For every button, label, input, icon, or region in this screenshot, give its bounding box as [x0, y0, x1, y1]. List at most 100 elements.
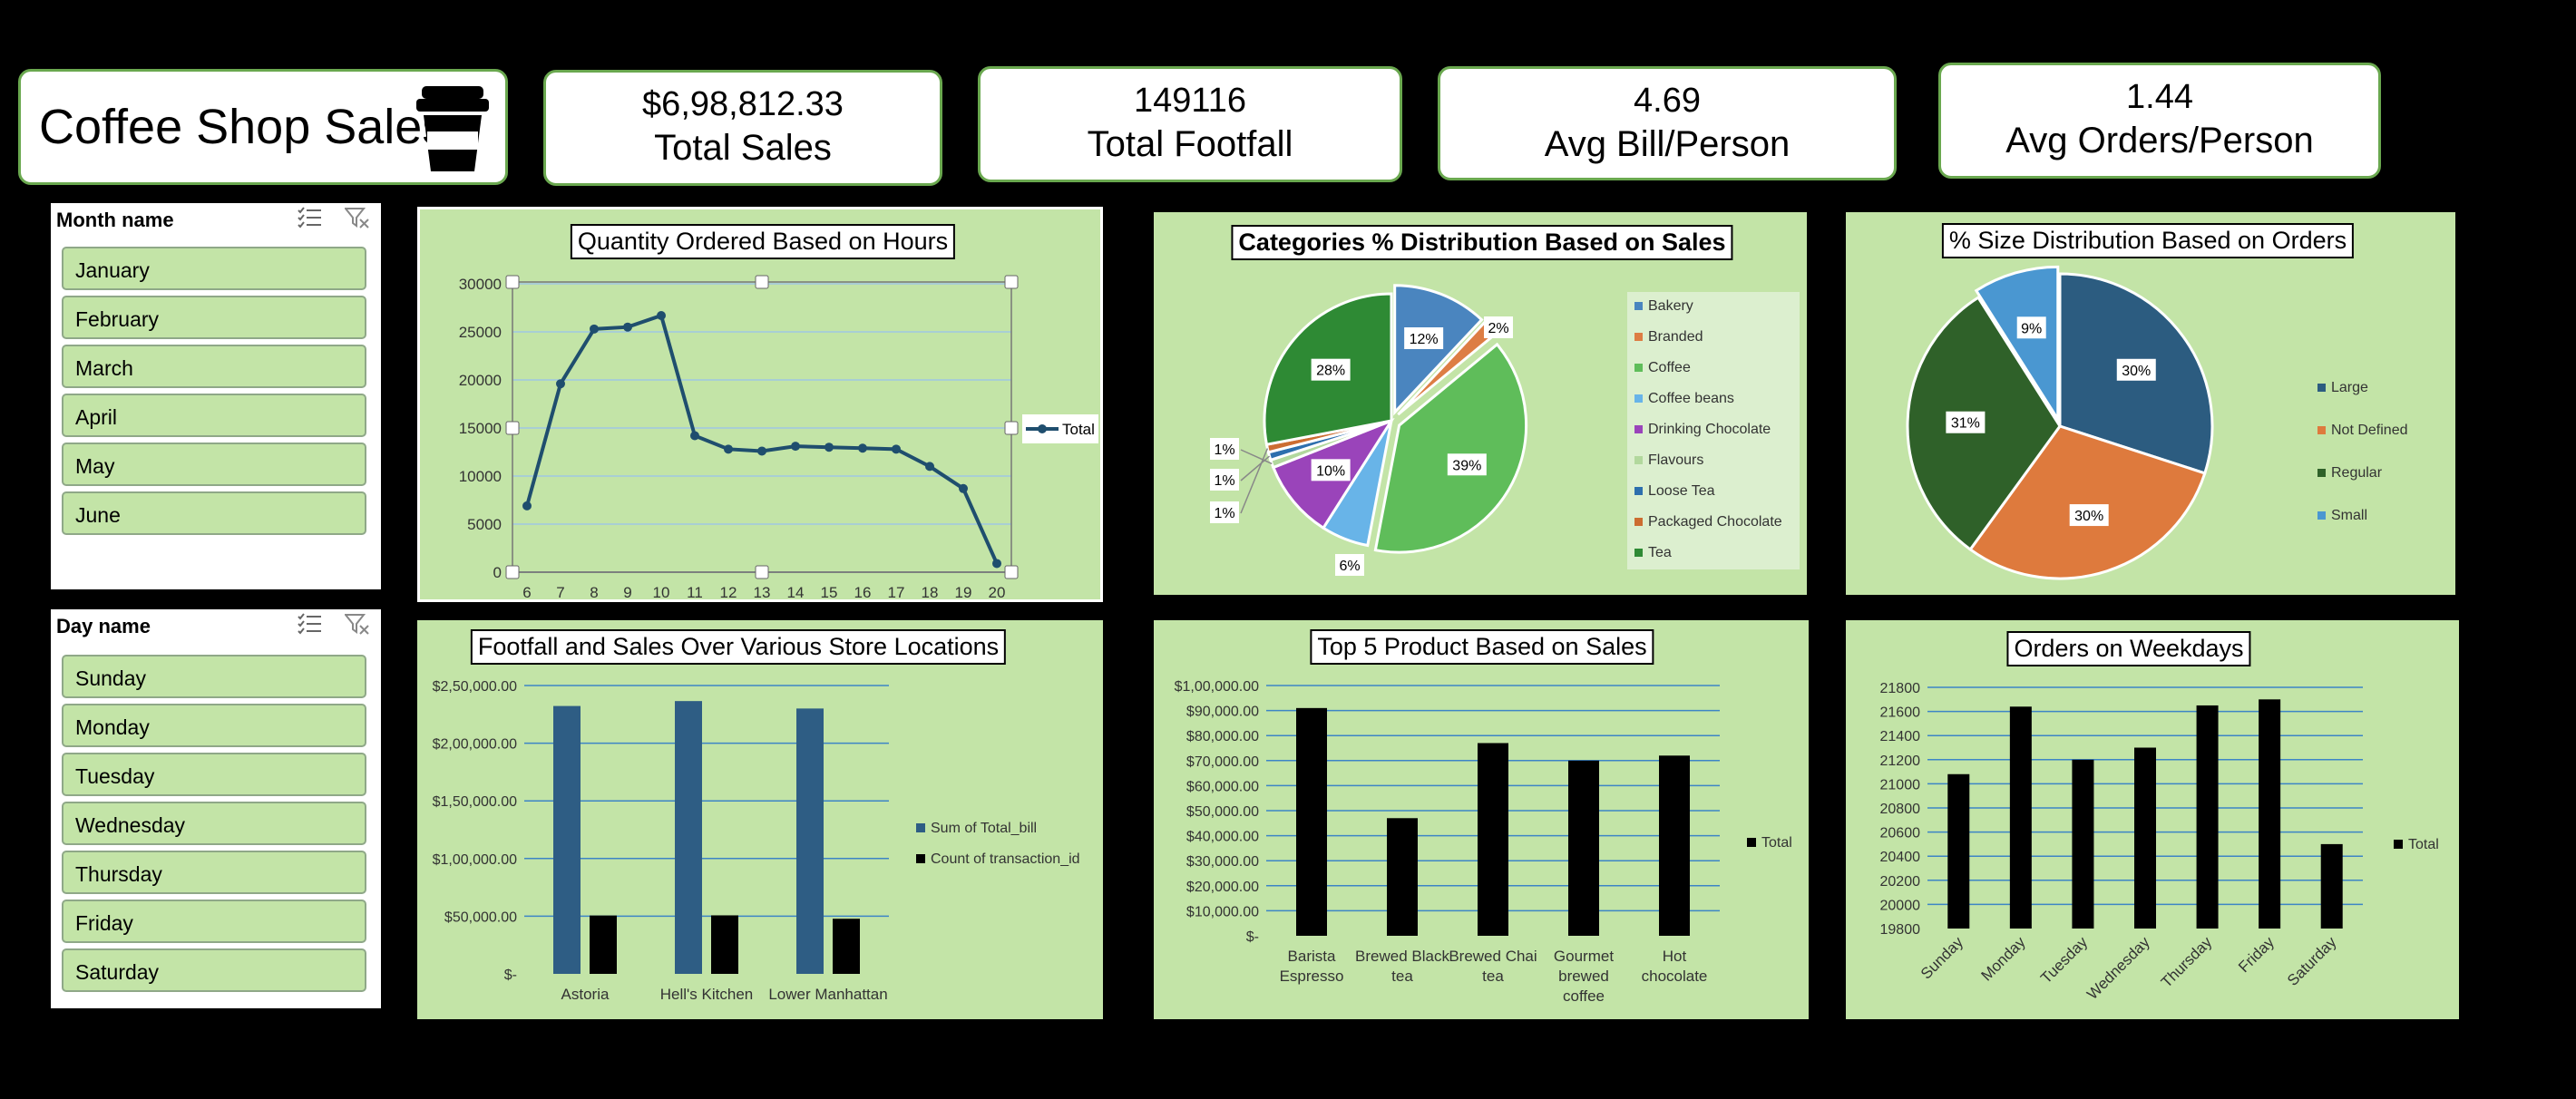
slicer-item-january[interactable]: January — [62, 247, 366, 290]
resize-handle — [1004, 421, 1019, 435]
weekdays-bar-chart: 19800 20000 20200 20400 20600 20800 21000 21200… — [1880, 681, 2439, 1003]
x-tick-label: Espresso — [1280, 968, 1344, 985]
legend-label: Total — [1062, 421, 1095, 438]
x-tick-label: Lower Manhattan — [768, 986, 887, 1003]
data-label-box — [2069, 504, 2109, 527]
kpi-total-sales: $6,98,812.33 Total Sales — [543, 70, 942, 186]
legend-swatch — [2317, 511, 2326, 520]
x-tick-label: 19 — [955, 584, 972, 601]
y-tick-label: $2,00,000.00 — [433, 737, 518, 753]
data-label-box — [1946, 411, 1986, 433]
chart-title: Footfall and Sales Over Various Store Lo… — [470, 629, 1007, 665]
x-tick-label: Friday — [2235, 933, 2278, 976]
legend-swatch — [1634, 456, 1643, 464]
slicer-item-june[interactable]: June — [62, 491, 366, 535]
data-point — [757, 446, 766, 456]
clear-filter-icon[interactable] — [345, 207, 370, 229]
slicer-item-march[interactable]: March — [62, 345, 366, 388]
data-label: 31% — [1951, 416, 1980, 432]
slicer-item-wednesday[interactable]: Wednesday — [62, 802, 366, 845]
data-label: 9% — [2021, 321, 2042, 336]
data-label-box — [1311, 358, 1351, 381]
slicer-item-tuesday[interactable]: Tuesday — [62, 753, 366, 796]
slicer-item-thursday[interactable]: Thursday — [62, 851, 366, 894]
slicer-item-may[interactable]: May — [62, 443, 366, 486]
legend-swatch — [1634, 518, 1643, 526]
bar-total — [2009, 706, 2032, 929]
data-label-box — [1335, 554, 1364, 576]
slicer-item-saturday[interactable]: Saturday — [62, 948, 366, 992]
y-tick-label: 0 — [493, 564, 502, 581]
bar-sales — [553, 705, 581, 974]
data-point — [522, 501, 532, 511]
kpi-value: $6,98,812.33 — [642, 85, 844, 123]
kpi-label: Avg Bill/Person — [1544, 124, 1791, 164]
slicer-item-sunday[interactable]: Sunday — [62, 655, 366, 698]
legend-swatch — [916, 823, 925, 832]
bar-sales — [675, 701, 702, 974]
chart-sizes-panel[interactable]: % Size Distribution Based on Orders 30% 3… — [1846, 212, 2455, 595]
x-tick-label: 8 — [590, 584, 598, 601]
x-tick-label: Monday — [1977, 933, 2029, 985]
bar-total — [1947, 773, 1970, 929]
x-tick-label: tea — [1391, 968, 1413, 985]
data-label: 30% — [2122, 364, 2151, 379]
data-point — [590, 324, 599, 334]
leader-line — [1240, 448, 1269, 514]
resize-handle — [1004, 565, 1019, 579]
chart-title: % Size Distribution Based on Orders — [1941, 223, 2355, 258]
data-point — [791, 442, 800, 452]
x-tick-label: 17 — [888, 584, 905, 601]
y-tick-label: 21200 — [1880, 754, 1921, 769]
slicer-item-april[interactable]: April — [62, 394, 366, 437]
x-tick-label: Brewed Chai — [1449, 948, 1537, 965]
day-slicer: Day name Sunday Monday Tuesday Wednesday… — [51, 609, 381, 1008]
legend-label: Coffee — [1648, 360, 1691, 375]
data-point — [892, 444, 901, 454]
legend-label: Large — [2331, 380, 2368, 395]
x-tick-label: 9 — [623, 584, 631, 601]
multi-select-icon[interactable] — [298, 207, 323, 229]
y-tick-label: 21800 — [1880, 681, 1921, 696]
legend-marker — [1038, 424, 1047, 433]
categories-pie-chart: 12% 2% 39% 6% 10% 1% 1% 1% 28% Bakery Branded Coffe… — [1210, 284, 1800, 576]
data-label: 12% — [1410, 332, 1439, 347]
pie-slice-small — [1974, 265, 2060, 424]
data-label: 1% — [1214, 473, 1234, 489]
chart-locations-panel[interactable]: Footfall and Sales Over Various Store Lo… — [417, 620, 1103, 1019]
data-point — [825, 443, 834, 452]
legend-swatch — [2317, 469, 2326, 477]
slicer-item-friday[interactable]: Friday — [62, 900, 366, 943]
chart-title: Top 5 Product Based on Sales — [1310, 629, 1654, 665]
y-tick-label: 21000 — [1880, 777, 1921, 793]
products-bar-chart: $- $10,000.00 $20,000.00 $30,000.00 $40,000.… — [1175, 679, 1792, 1005]
leader-line — [1240, 455, 1271, 481]
month-slicer: Month name January February March April … — [51, 203, 381, 589]
slicer-item-february[interactable]: February — [62, 296, 366, 339]
legend-label: Total — [2408, 837, 2439, 852]
multi-select-icon[interactable] — [298, 613, 323, 635]
y-tick-label: $60,000.00 — [1186, 779, 1259, 794]
data-point — [690, 431, 699, 441]
chart-products-panel[interactable]: Top 5 Product Based on Sales $- $10,000.0… — [1154, 620, 1809, 1019]
x-tick-label: Thursday — [2158, 933, 2216, 991]
chart-hours-panel[interactable]: Quantity Ordered Based on Hours 0 5000 100… — [417, 207, 1103, 602]
chart-categories-panel[interactable]: Categories % Distribution Based on Sales… — [1154, 212, 1807, 595]
kpi-value: 149116 — [1134, 82, 1246, 120]
y-tick-label: $20,000.00 — [1186, 880, 1259, 895]
x-tick-label: coffee — [1563, 987, 1605, 1005]
bar-total — [2072, 759, 2094, 929]
data-label: 28% — [1316, 364, 1345, 379]
bar-total — [1387, 818, 1418, 936]
resize-handle — [755, 275, 769, 289]
legend-label: Coffee beans — [1648, 391, 1734, 406]
kpi-value: 4.69 — [1634, 82, 1701, 120]
bar-total — [2134, 747, 2156, 929]
legend-swatch — [1634, 549, 1643, 557]
x-tick-label: Sunday — [1917, 933, 1967, 983]
chart-weekdays-panel[interactable]: Orders on Weekdays 19800 20000 20200 20400 2… — [1846, 620, 2459, 1019]
data-point — [959, 483, 968, 493]
legend-label: Sum of Total_bill — [931, 821, 1037, 836]
slicer-item-monday[interactable]: Monday — [62, 704, 366, 747]
clear-filter-icon[interactable] — [345, 613, 370, 635]
